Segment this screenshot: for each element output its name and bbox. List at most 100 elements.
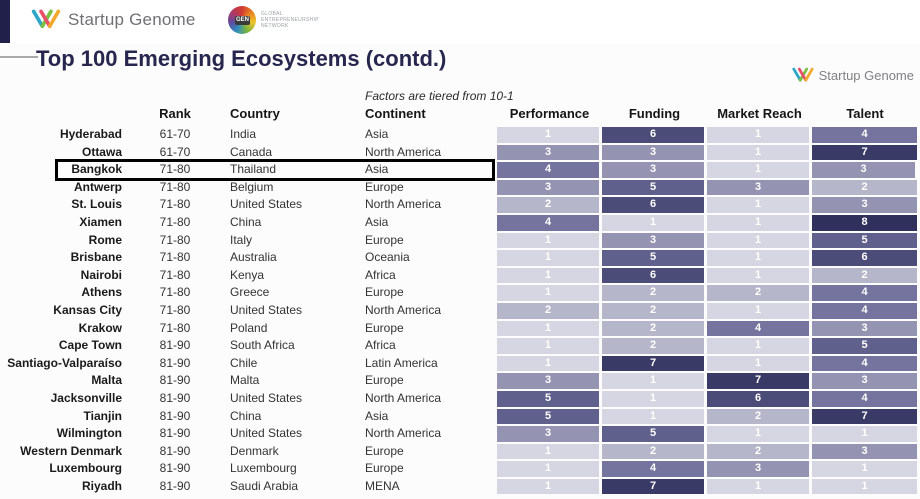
rank-value: 71-80 [159, 250, 191, 265]
gen-circle-icon: GEN [228, 6, 256, 34]
performance-tier-cell: 1 [497, 127, 599, 143]
country-label: Malta [230, 373, 260, 388]
city-label: Athens [81, 285, 122, 300]
country-label: United States [230, 426, 303, 441]
performance-tier-cell: 4 [497, 214, 599, 231]
table-row: Krakow 71-80 Poland Europe 1 2 4 3 [0, 320, 918, 337]
continent-label: North America [365, 197, 442, 212]
market-reach-tier-cell: 2 [707, 285, 809, 301]
city-label: Cape Town [58, 338, 122, 353]
header-market-reach: Market Reach [717, 106, 802, 121]
funding-tier-cell: 5 [602, 426, 704, 442]
performance-tier-cell: 1 [497, 320, 599, 337]
rank-value: 71-80 [159, 197, 191, 212]
table-row: Santiago-Valparaíso 81-90 Chile Latin Ameri… [0, 355, 918, 372]
country-label: United States [230, 390, 303, 405]
market-reach-tier-cell: 1 [707, 338, 809, 354]
table-row: Antwerp 71-80 Belgium Europe 3 5 3 2 [0, 179, 918, 196]
rank-value: 71-80 [159, 267, 191, 282]
funding-tier-cell: 6 [602, 127, 704, 143]
talent-tier-cell: 3 [812, 373, 917, 389]
performance-tier-cell: 4 [497, 162, 599, 178]
market-reach-tier-cell: 1 [707, 144, 809, 161]
factors-note: Factors are tiered from 10-1 [365, 89, 514, 103]
talent-tier-cell: 8 [812, 214, 917, 231]
brand-name: Startup Genome [68, 10, 196, 29]
market-reach-tier-cell: 1 [707, 302, 809, 319]
country-label: India [230, 127, 257, 141]
city-label: Santiago-Valparaíso [7, 355, 122, 370]
funding-tier-cell: 4 [602, 461, 704, 477]
talent-tier-cell: 4 [812, 355, 917, 372]
continent-label: Asia [365, 214, 389, 229]
country-label: Chile [230, 355, 258, 370]
funding-tier-cell: 1 [602, 408, 704, 425]
continent-label: Asia [365, 408, 389, 423]
continent-label: Oceania [365, 250, 410, 265]
market-reach-tier-cell: 1 [707, 355, 809, 372]
continent-label: Europe [365, 232, 404, 247]
talent-tier-cell: 7 [812, 408, 917, 425]
talent-tier-cell: 1 [812, 426, 917, 442]
market-reach-tier-cell: 3 [707, 179, 809, 196]
market-reach-tier-cell: 1 [707, 214, 809, 231]
rank-value: 81-90 [159, 478, 191, 493]
performance-tier-cell: 3 [497, 426, 599, 442]
talent-tier-cell: 3 [812, 443, 917, 460]
city-label: Tianjin [83, 408, 122, 423]
startup-genome-logo: Startup Genome [30, 7, 196, 33]
page-title: Top 100 Emerging Ecosystems (contd.) [36, 46, 447, 71]
top-bar: Startup Genome GEN Global Entrepreneursh… [0, 0, 920, 43]
performance-tier-cell: 1 [497, 232, 599, 249]
rank-value: 71-80 [159, 162, 191, 177]
rank-value: 81-90 [159, 461, 191, 476]
table-row: Western Denmark 81-90 Denmark Europe 1 2 2 3 [0, 443, 918, 460]
funding-tier-cell: 5 [602, 179, 704, 196]
table-row: Athens 71-80 Greece Europe 1 2 2 4 [0, 285, 918, 301]
startup-genome-x-icon-small [791, 67, 814, 82]
rank-value: 81-90 [159, 390, 191, 405]
performance-tier-cell: 1 [497, 355, 599, 372]
continent-label: Asia [365, 162, 389, 177]
performance-tier-cell: 5 [497, 408, 599, 425]
funding-tier-cell: 1 [602, 214, 704, 231]
table-row: St. Louis 71-80 United States North America… [0, 197, 918, 213]
header-continent: Continent [365, 106, 426, 121]
city-label: Kansas City [53, 302, 122, 317]
country-label: Kenya [230, 267, 265, 282]
gen-network-label: Global Entrepreneurship Network [261, 11, 319, 29]
city-label: Xiamen [79, 214, 122, 229]
market-reach-tier-cell: 1 [707, 162, 809, 178]
city-label: Rome [88, 232, 122, 247]
continent-label: Asia [365, 127, 389, 141]
talent-tier-cell: 7 [812, 144, 917, 161]
talent-tier-cell: 6 [812, 250, 917, 266]
country-label: South Africa [230, 338, 295, 353]
continent-label: Europe [365, 461, 404, 476]
continent-label: Europe [365, 179, 404, 194]
table-row: Brisbane 71-80 Australia Oceania 1 5 1 6 [0, 250, 918, 266]
performance-tier-cell: 3 [497, 179, 599, 196]
talent-tier-cell: 1 [812, 478, 917, 495]
header-funding: Funding [628, 106, 681, 121]
continent-label: Europe [365, 320, 404, 335]
city-label: Nairobi [80, 267, 122, 282]
market-reach-tier-cell: 7 [707, 373, 809, 389]
market-reach-tier-cell: 2 [707, 408, 809, 425]
rank-value: 71-80 [159, 179, 191, 194]
table-row: Hyderabad 61-70 India Asia 1 6 1 4 [0, 127, 918, 143]
market-reach-tier-cell: 6 [707, 390, 809, 407]
rank-value: 71-80 [159, 302, 191, 317]
corner-accent-block [0, 0, 10, 43]
talent-tier-cell: 4 [812, 302, 917, 319]
continent-label: North America [365, 426, 442, 441]
performance-tier-cell: 1 [497, 250, 599, 266]
continent-label: Europe [365, 443, 404, 458]
city-label: Jacksonville [50, 390, 122, 405]
performance-tier-cell: 1 [497, 443, 599, 460]
rank-value: 81-90 [159, 443, 191, 458]
talent-tier-cell: 1 [812, 461, 917, 477]
gen-line-1: Global [261, 11, 283, 17]
rank-value: 71-80 [159, 320, 191, 335]
table-row: Ottawa 61-70 Canada North America 3 3 1 7 [0, 144, 918, 161]
